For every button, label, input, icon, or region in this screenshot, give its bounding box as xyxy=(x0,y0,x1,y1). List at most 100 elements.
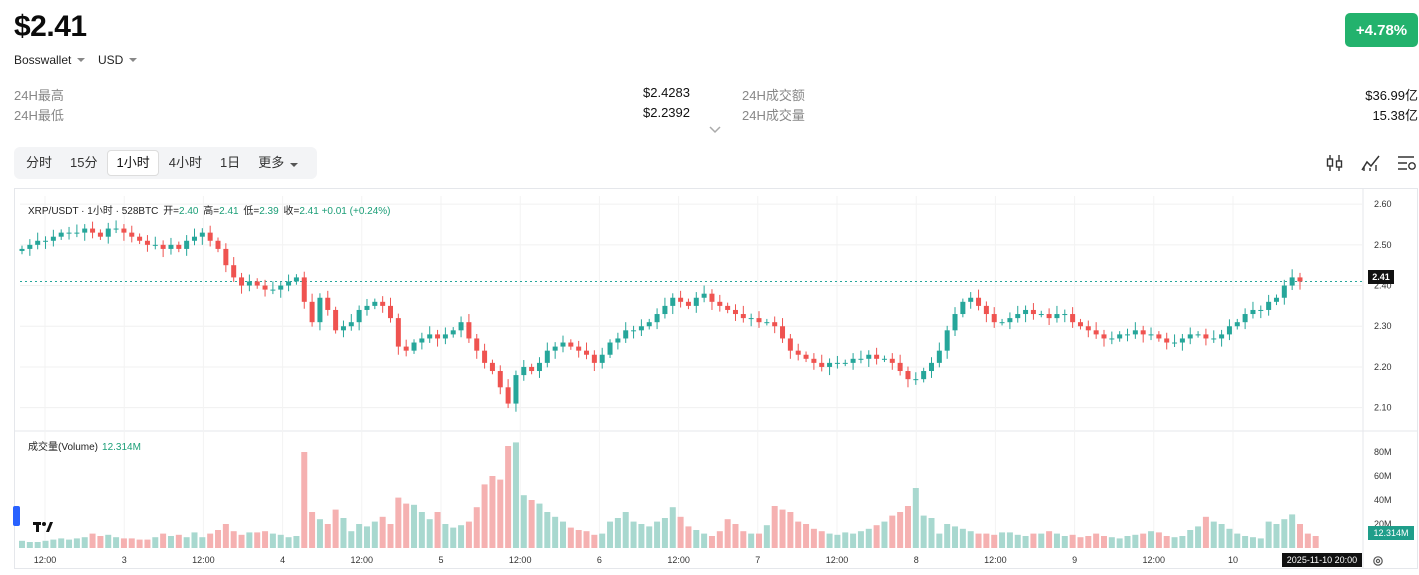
settings-list-icon[interactable] xyxy=(1397,154,1417,172)
time-tick-label: 12:00 xyxy=(351,555,374,565)
volume-bar xyxy=(152,537,159,548)
volume-bar xyxy=(528,500,535,548)
candle-body xyxy=(670,297,676,306)
candle-body xyxy=(74,232,80,234)
candle-body xyxy=(780,326,786,339)
volume-bar xyxy=(1202,516,1209,548)
time-tick-label: 4 xyxy=(280,555,285,565)
volume-bar xyxy=(959,528,966,548)
drawing-panel-toggle[interactable] xyxy=(13,506,20,526)
volume-bar xyxy=(920,515,927,548)
candle-body xyxy=(325,297,331,310)
tab-15m[interactable]: 15分 xyxy=(70,155,98,170)
chart-legend: XRP/USDT · 1小时 · 528BTC 开=2.40 高=2.41 低=… xyxy=(28,202,391,217)
candle-body xyxy=(889,358,895,363)
volume-bar xyxy=(183,537,190,548)
candle-body xyxy=(1070,314,1076,323)
volume-bar xyxy=(1281,519,1288,548)
volume-bar xyxy=(1210,521,1217,548)
tab-1h[interactable]: 1小时 xyxy=(107,150,159,176)
volume-bar xyxy=(1100,536,1107,548)
candle-body xyxy=(489,362,495,372)
candle-body xyxy=(231,265,237,278)
volume-bar xyxy=(42,540,49,548)
candle-body xyxy=(411,342,417,351)
more-label: 更多 xyxy=(258,155,285,170)
volume-bar xyxy=(332,509,339,548)
volume-bar xyxy=(356,524,363,548)
candle-body xyxy=(1093,330,1099,335)
candle-body xyxy=(1164,338,1170,343)
candle-body xyxy=(1109,338,1115,340)
volume-bar xyxy=(497,479,504,548)
volume-bar xyxy=(818,531,825,548)
candle-body xyxy=(764,322,770,324)
tab-1d[interactable]: 1日 xyxy=(219,155,241,170)
chevron-down-icon[interactable] xyxy=(709,126,721,134)
candle-body xyxy=(740,314,746,319)
volume-bar xyxy=(1108,537,1115,548)
tab-time-share[interactable]: 分时 xyxy=(26,155,53,170)
candle-body xyxy=(560,342,566,347)
candle-body xyxy=(82,228,88,233)
volume-bar xyxy=(552,516,559,548)
gear-icon[interactable] xyxy=(1372,555,1384,567)
candle-body xyxy=(97,232,103,237)
candle-body xyxy=(50,236,56,241)
candle-body xyxy=(105,228,111,237)
volume-tick-label: 80M xyxy=(1374,447,1392,457)
candle-body xyxy=(536,362,542,372)
currency-selector[interactable]: USD xyxy=(98,53,138,67)
candle-body xyxy=(419,338,425,343)
tradingview-logo-icon[interactable] xyxy=(33,519,53,535)
candle-body xyxy=(607,342,613,355)
candle-body xyxy=(748,318,754,320)
more-menu-button[interactable]: 更多 xyxy=(250,150,306,176)
candle-body xyxy=(928,362,934,372)
volume-bar xyxy=(230,531,237,548)
candle-body xyxy=(1148,334,1154,336)
candle-body xyxy=(913,379,919,381)
candle-body xyxy=(717,301,723,306)
volume-bar xyxy=(1093,533,1100,548)
candle-body xyxy=(646,322,652,327)
volume-bar xyxy=(316,519,323,548)
candle-body xyxy=(270,289,276,291)
indicator-icon[interactable] xyxy=(1361,154,1381,172)
volume-bar xyxy=(97,536,104,548)
exchange-selector[interactable]: Bosswallet xyxy=(14,53,86,67)
candle-body xyxy=(968,297,974,302)
candle-body xyxy=(834,362,840,364)
tab-4h[interactable]: 4小时 xyxy=(168,155,202,170)
volume-bar xyxy=(614,518,621,548)
candlestick-icon[interactable] xyxy=(1325,154,1345,172)
candle-body xyxy=(380,301,386,306)
volume-bar xyxy=(779,509,786,548)
volume-bar xyxy=(238,534,245,548)
chart-container[interactable] xyxy=(14,188,1418,569)
turnover-value: $36.99亿 xyxy=(1365,88,1418,103)
volume-bar xyxy=(1124,536,1131,548)
volume-bar xyxy=(1085,536,1092,548)
volume-bar xyxy=(536,503,543,548)
candle-body xyxy=(709,293,715,302)
volume-bar xyxy=(1312,536,1319,548)
candle-body xyxy=(43,240,49,242)
last-price-tag: 2.41 xyxy=(1368,270,1394,284)
candle-body xyxy=(1156,334,1162,339)
low-value: $2.2392 xyxy=(643,105,690,120)
volume-bar xyxy=(73,538,80,548)
volume-bar xyxy=(144,539,151,548)
candle-body xyxy=(497,371,503,388)
candle-body xyxy=(529,366,535,372)
candle-body xyxy=(544,350,550,363)
candle-body xyxy=(27,244,33,249)
volume-bar xyxy=(575,530,582,548)
candle-body xyxy=(662,305,668,315)
volume-bar xyxy=(81,537,88,548)
candle-body xyxy=(286,281,292,286)
volume-bar xyxy=(191,532,198,548)
volume-bar xyxy=(1140,533,1147,548)
volume-bar xyxy=(481,484,488,548)
